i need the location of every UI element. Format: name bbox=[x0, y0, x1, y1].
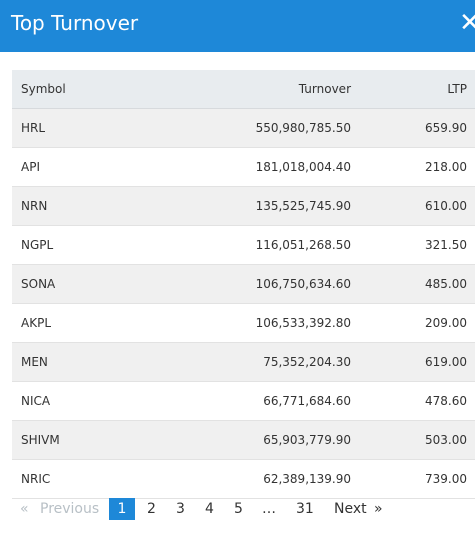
column-header-ltp[interactable]: LTP bbox=[447, 82, 467, 96]
pagination: « Previous 1 2 3 4 5 … 31 Next » bbox=[0, 498, 475, 522]
ltp-cell: 218.00 bbox=[425, 160, 467, 174]
symbol-cell: NGPL bbox=[21, 238, 54, 252]
turnover-cell: 181,018,004.40 bbox=[255, 160, 351, 174]
ltp-cell: 321.50 bbox=[425, 238, 467, 252]
table-row[interactable]: API 181,018,004.40 218.00 bbox=[12, 148, 475, 187]
table-row[interactable]: NICA 66,771,684.60 478.60 bbox=[12, 382, 475, 421]
table-row[interactable]: NRN 135,525,745.90 610.00 bbox=[12, 187, 475, 226]
ltp-cell: 209.00 bbox=[425, 316, 467, 330]
table-row[interactable]: AKPL 106,533,392.80 209.00 bbox=[12, 304, 475, 343]
table-header-row: Symbol Turnover LTP bbox=[12, 70, 475, 109]
turnover-cell: 65,903,779.90 bbox=[263, 433, 351, 447]
symbol-cell: AKPL bbox=[21, 316, 51, 330]
symbol-cell: MEN bbox=[21, 355, 48, 369]
table-row[interactable]: NGPL 116,051,268.50 321.50 bbox=[12, 226, 475, 265]
page-link-2[interactable]: 2 bbox=[147, 501, 156, 517]
turnover-cell: 135,525,745.90 bbox=[255, 199, 351, 213]
page-link-4[interactable]: 4 bbox=[205, 501, 214, 517]
last-page-icon[interactable]: » bbox=[374, 501, 383, 517]
symbol-cell: NRN bbox=[21, 199, 48, 213]
ltp-cell: 478.60 bbox=[425, 394, 467, 408]
symbol-cell: NRIC bbox=[21, 472, 51, 486]
table-row[interactable]: HRL 550,980,785.50 659.90 bbox=[12, 109, 475, 148]
page-link-1[interactable]: 1 bbox=[109, 498, 135, 520]
pagination-ellipsis: … bbox=[262, 501, 276, 517]
turnover-cell: 106,533,392.80 bbox=[255, 316, 351, 330]
turnover-cell: 62,389,139.90 bbox=[263, 472, 351, 486]
close-icon[interactable]: ✕ bbox=[459, 8, 475, 38]
table-row[interactable]: NRIC 62,389,139.90 739.00 bbox=[12, 460, 475, 499]
table-row[interactable]: SHIVM 65,903,779.90 503.00 bbox=[12, 421, 475, 460]
modal-header: Top Turnover ✕ bbox=[0, 0, 475, 52]
symbol-cell: HRL bbox=[21, 121, 46, 135]
ltp-cell: 610.00 bbox=[425, 199, 467, 213]
modal-title: Top Turnover bbox=[11, 11, 139, 35]
symbol-cell: API bbox=[21, 160, 40, 174]
turnover-cell: 116,051,268.50 bbox=[255, 238, 351, 252]
first-page-icon: « bbox=[20, 501, 29, 517]
page-link-5[interactable]: 5 bbox=[234, 501, 243, 517]
table-row[interactable]: SONA 106,750,634.60 485.00 bbox=[12, 265, 475, 304]
turnover-cell: 106,750,634.60 bbox=[255, 277, 351, 291]
symbol-cell: SONA bbox=[21, 277, 56, 291]
table-row[interactable]: MEN 75,352,204.30 619.00 bbox=[12, 343, 475, 382]
symbol-cell: SHIVM bbox=[21, 433, 60, 447]
ltp-cell: 739.00 bbox=[425, 472, 467, 486]
turnover-table: Symbol Turnover LTP HRL 550,980,785.50 6… bbox=[12, 70, 475, 499]
column-header-turnover[interactable]: Turnover bbox=[298, 82, 351, 96]
turnover-cell: 550,980,785.50 bbox=[255, 121, 351, 135]
symbol-cell: NICA bbox=[21, 394, 51, 408]
page-link-31[interactable]: 31 bbox=[296, 501, 314, 517]
next-page-link[interactable]: Next bbox=[334, 501, 367, 517]
turnover-cell: 66,771,684.60 bbox=[263, 394, 351, 408]
turnover-cell: 75,352,204.30 bbox=[263, 355, 351, 369]
ltp-cell: 485.00 bbox=[425, 277, 467, 291]
previous-page-link: Previous bbox=[40, 501, 100, 517]
ltp-cell: 659.90 bbox=[425, 121, 467, 135]
ltp-cell: 503.00 bbox=[425, 433, 467, 447]
column-header-symbol[interactable]: Symbol bbox=[21, 82, 66, 96]
ltp-cell: 619.00 bbox=[425, 355, 467, 369]
page-link-3[interactable]: 3 bbox=[176, 501, 185, 517]
